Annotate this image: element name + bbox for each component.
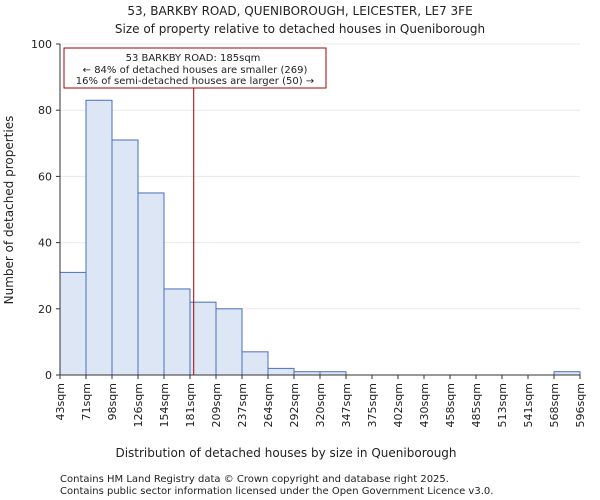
x-tick-label: 154sqm — [158, 383, 171, 427]
x-tick-label: 596sqm — [574, 383, 587, 427]
bar-264sqm — [267, 367, 295, 376]
annotation-box: 53 BARKBY ROAD: 185sqm ← 84% of detached… — [63, 47, 327, 89]
x-tick-label: 320sqm — [314, 383, 327, 427]
annotation-border — [63, 47, 327, 89]
x-tick-label: 485sqm — [470, 383, 483, 427]
x-tick-label: 209sqm — [210, 383, 223, 427]
bar-237sqm — [241, 351, 269, 376]
bar-209sqm — [215, 308, 243, 376]
x-tick-label: 292sqm — [288, 383, 301, 427]
x-axis: 43sqm 71sqm 98sqm 126sqm 154sqm 181sqm 209sqm 2… — [54, 374, 587, 427]
y-tick-label: 60 — [38, 170, 52, 183]
x-tick-label: 375sqm — [366, 383, 379, 427]
x-tick-label: 181sqm — [184, 383, 197, 427]
x-tick-label: 126sqm — [132, 383, 145, 427]
x-tick-label: 541sqm — [522, 383, 535, 427]
y-tick-label: 20 — [38, 303, 52, 316]
bar-43sqm — [59, 271, 87, 376]
annotation-line-1: 53 BARKBY ROAD: 185sqm — [126, 53, 261, 64]
x-tick-label: 347sqm — [340, 383, 353, 427]
x-axis-label: Distribution of detached houses by size … — [115, 446, 456, 460]
x-tick-label: 402sqm — [392, 383, 405, 427]
annotation-line-3: 16% of semi-detached houses are larger (… — [76, 76, 314, 87]
x-tick-label: 43sqm — [54, 383, 67, 420]
bar-126sqm — [137, 192, 165, 376]
chart-title: 53, BARKBY ROAD, QUENIBOROUGH, LEICESTER… — [127, 4, 472, 18]
x-tick-label: 458sqm — [444, 383, 457, 427]
x-tick-label: 98sqm — [106, 383, 119, 420]
bar-154sqm — [163, 288, 191, 376]
footer-line-2: Contains public sector information licen… — [60, 486, 493, 497]
x-tick-label: 71sqm — [80, 383, 93, 420]
x-tick-label: 264sqm — [262, 383, 275, 427]
x-tick-label: 430sqm — [418, 383, 431, 427]
chart-subtitle: Size of property relative to detached ho… — [115, 22, 485, 36]
y-tick-label: 80 — [38, 104, 52, 117]
bar-98sqm — [111, 139, 139, 376]
y-tick-label: 100 — [31, 38, 52, 51]
y-tick-label: 0 — [45, 369, 52, 382]
x-tick-label: 568sqm — [548, 383, 561, 427]
bars — [59, 99, 581, 376]
y-tick-label: 40 — [38, 237, 52, 250]
footer-line-1: Contains HM Land Registry data © Crown c… — [60, 474, 449, 485]
x-tick-label: 237sqm — [236, 383, 249, 427]
y-axis: 0 20 40 60 80 100 — [31, 38, 61, 382]
x-tick-label: 513sqm — [496, 383, 509, 427]
y-axis-label: Number of detached properties — [2, 116, 16, 305]
annotation-line-2: ← 84% of detached houses are smaller (26… — [83, 65, 308, 76]
bar-71sqm — [85, 99, 113, 376]
